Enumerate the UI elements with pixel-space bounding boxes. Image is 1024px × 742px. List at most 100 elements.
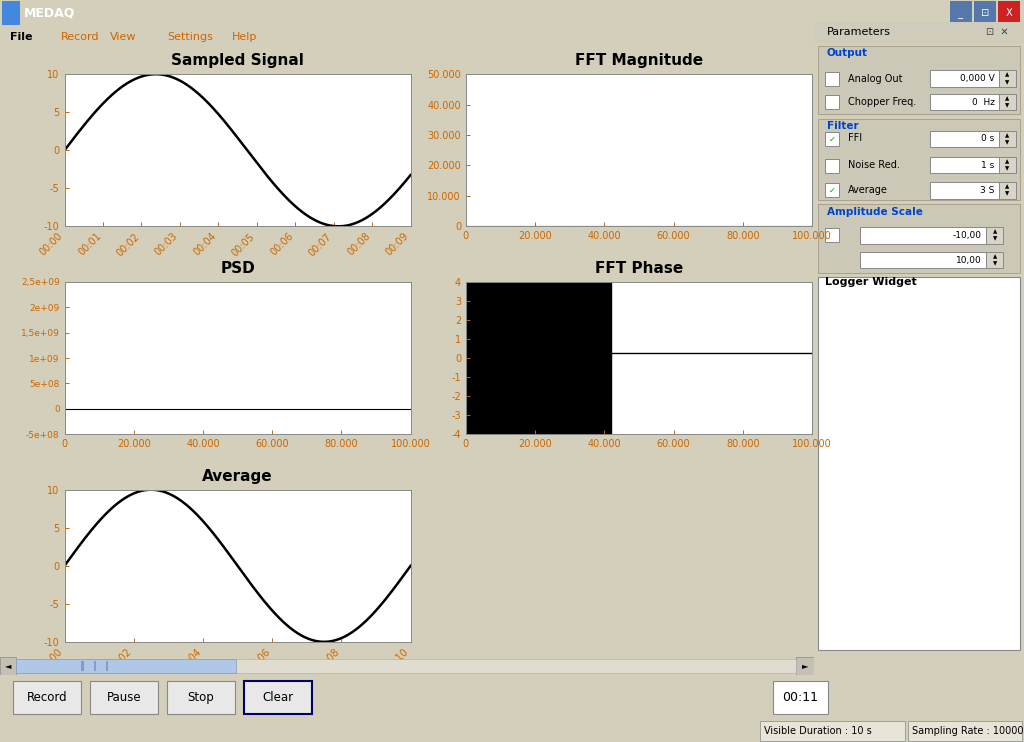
Text: ▲: ▲ (1006, 159, 1010, 164)
Bar (818, 204, 1020, 273)
Bar (930, 70, 998, 87)
Text: -10,00: -10,00 (953, 231, 982, 240)
Bar (930, 94, 998, 111)
Bar (818, 119, 1020, 200)
Bar (950, 1, 972, 24)
Text: MEDAQ: MEDAQ (24, 7, 76, 19)
Text: 0  Hz: 0 Hz (972, 98, 994, 107)
Text: ⊡  ✕: ⊡ ✕ (986, 27, 1009, 37)
Text: ►: ► (802, 661, 808, 671)
Text: ◄: ◄ (5, 661, 11, 671)
Text: ✓: ✓ (828, 134, 836, 143)
Text: ▼: ▼ (992, 237, 996, 242)
Text: ✓: ✓ (828, 186, 836, 195)
Bar (167, 680, 234, 715)
Text: ▲: ▲ (1006, 73, 1010, 78)
Text: Sampling Rate : 100000 S/s: Sampling Rate : 100000 S/s (912, 726, 1024, 736)
Text: Filter: Filter (826, 121, 858, 131)
Text: 1 s: 1 s (981, 160, 994, 169)
Text: FFT Phase: FFT Phase (595, 261, 683, 276)
Bar (908, 721, 1022, 741)
Bar (986, 252, 1002, 269)
Text: Visible Duration : 10 s: Visible Duration : 10 s (764, 726, 871, 736)
Text: ▲: ▲ (1006, 96, 1010, 101)
Bar (974, 1, 996, 24)
Text: ▼: ▼ (1006, 103, 1010, 108)
Text: 00:11: 00:11 (782, 691, 818, 704)
Text: ▲: ▲ (992, 254, 996, 259)
Bar (818, 278, 1020, 650)
Text: ▲: ▲ (1006, 133, 1010, 138)
Text: Logger Widget: Logger Widget (824, 278, 916, 287)
Bar (797, 657, 814, 675)
Text: Help: Help (232, 32, 257, 42)
Bar (824, 72, 840, 85)
Text: ▼: ▼ (1006, 140, 1010, 145)
Text: Parameters: Parameters (826, 27, 891, 37)
Text: Noise Red.: Noise Red. (848, 160, 899, 170)
Text: ▲: ▲ (992, 229, 996, 234)
Text: _: _ (955, 8, 967, 18)
Bar (760, 721, 905, 741)
Text: File: File (10, 32, 33, 42)
Bar (824, 160, 840, 173)
Text: 3 S: 3 S (980, 186, 994, 195)
Bar (824, 229, 840, 243)
Text: Record: Record (27, 691, 68, 704)
Text: Average: Average (203, 469, 272, 484)
Bar (860, 227, 986, 243)
Bar (824, 95, 840, 109)
Text: ▲: ▲ (1006, 184, 1010, 189)
Text: Average: Average (848, 186, 888, 195)
Text: Stop: Stop (187, 691, 214, 704)
Text: ▼: ▼ (1006, 166, 1010, 171)
Text: 10,00: 10,00 (956, 256, 982, 265)
Bar (860, 252, 986, 269)
Text: View: View (110, 32, 136, 42)
Bar (998, 94, 1016, 111)
Bar (998, 70, 1016, 87)
Bar (0, 657, 16, 675)
Bar (998, 157, 1016, 173)
Text: 0 s: 0 s (981, 134, 994, 143)
Text: ▼: ▼ (1006, 191, 1010, 197)
Text: Pause: Pause (106, 691, 141, 704)
Bar (105, 661, 109, 671)
Text: FFT Magnitude: FFT Magnitude (574, 53, 703, 68)
Bar (824, 183, 840, 197)
Text: Sampled Signal: Sampled Signal (171, 53, 304, 68)
Bar (16, 659, 797, 674)
Text: 0,000 V: 0,000 V (959, 74, 994, 83)
Bar (818, 46, 1020, 114)
Text: X: X (1002, 8, 1016, 18)
Bar (90, 680, 158, 715)
Text: Amplitude Scale: Amplitude Scale (826, 207, 923, 217)
Bar (2, 1, 20, 24)
Text: ▼: ▼ (992, 261, 996, 266)
Bar (814, 22, 1024, 42)
Text: Clear: Clear (262, 691, 294, 704)
Text: FFI: FFI (848, 133, 862, 142)
Bar (998, 1, 1020, 24)
Bar (930, 182, 998, 199)
Bar (824, 132, 840, 146)
Text: Chopper Freq.: Chopper Freq. (848, 97, 915, 107)
Text: PSD: PSD (220, 261, 255, 276)
Text: Record: Record (61, 32, 99, 42)
Bar (998, 182, 1016, 199)
Bar (998, 131, 1016, 147)
Text: Settings: Settings (167, 32, 213, 42)
Text: Analog Out: Analog Out (848, 73, 902, 84)
Bar (93, 661, 96, 671)
Bar (930, 131, 998, 147)
Bar (13, 680, 81, 715)
Text: ⊡: ⊡ (978, 8, 992, 18)
Bar (244, 680, 312, 715)
Bar (986, 227, 1002, 243)
Bar (82, 661, 84, 671)
Bar (773, 680, 828, 715)
Bar (930, 157, 998, 173)
Bar (16, 659, 237, 674)
Text: ▼: ▼ (1006, 80, 1010, 85)
Text: Output: Output (826, 48, 867, 59)
